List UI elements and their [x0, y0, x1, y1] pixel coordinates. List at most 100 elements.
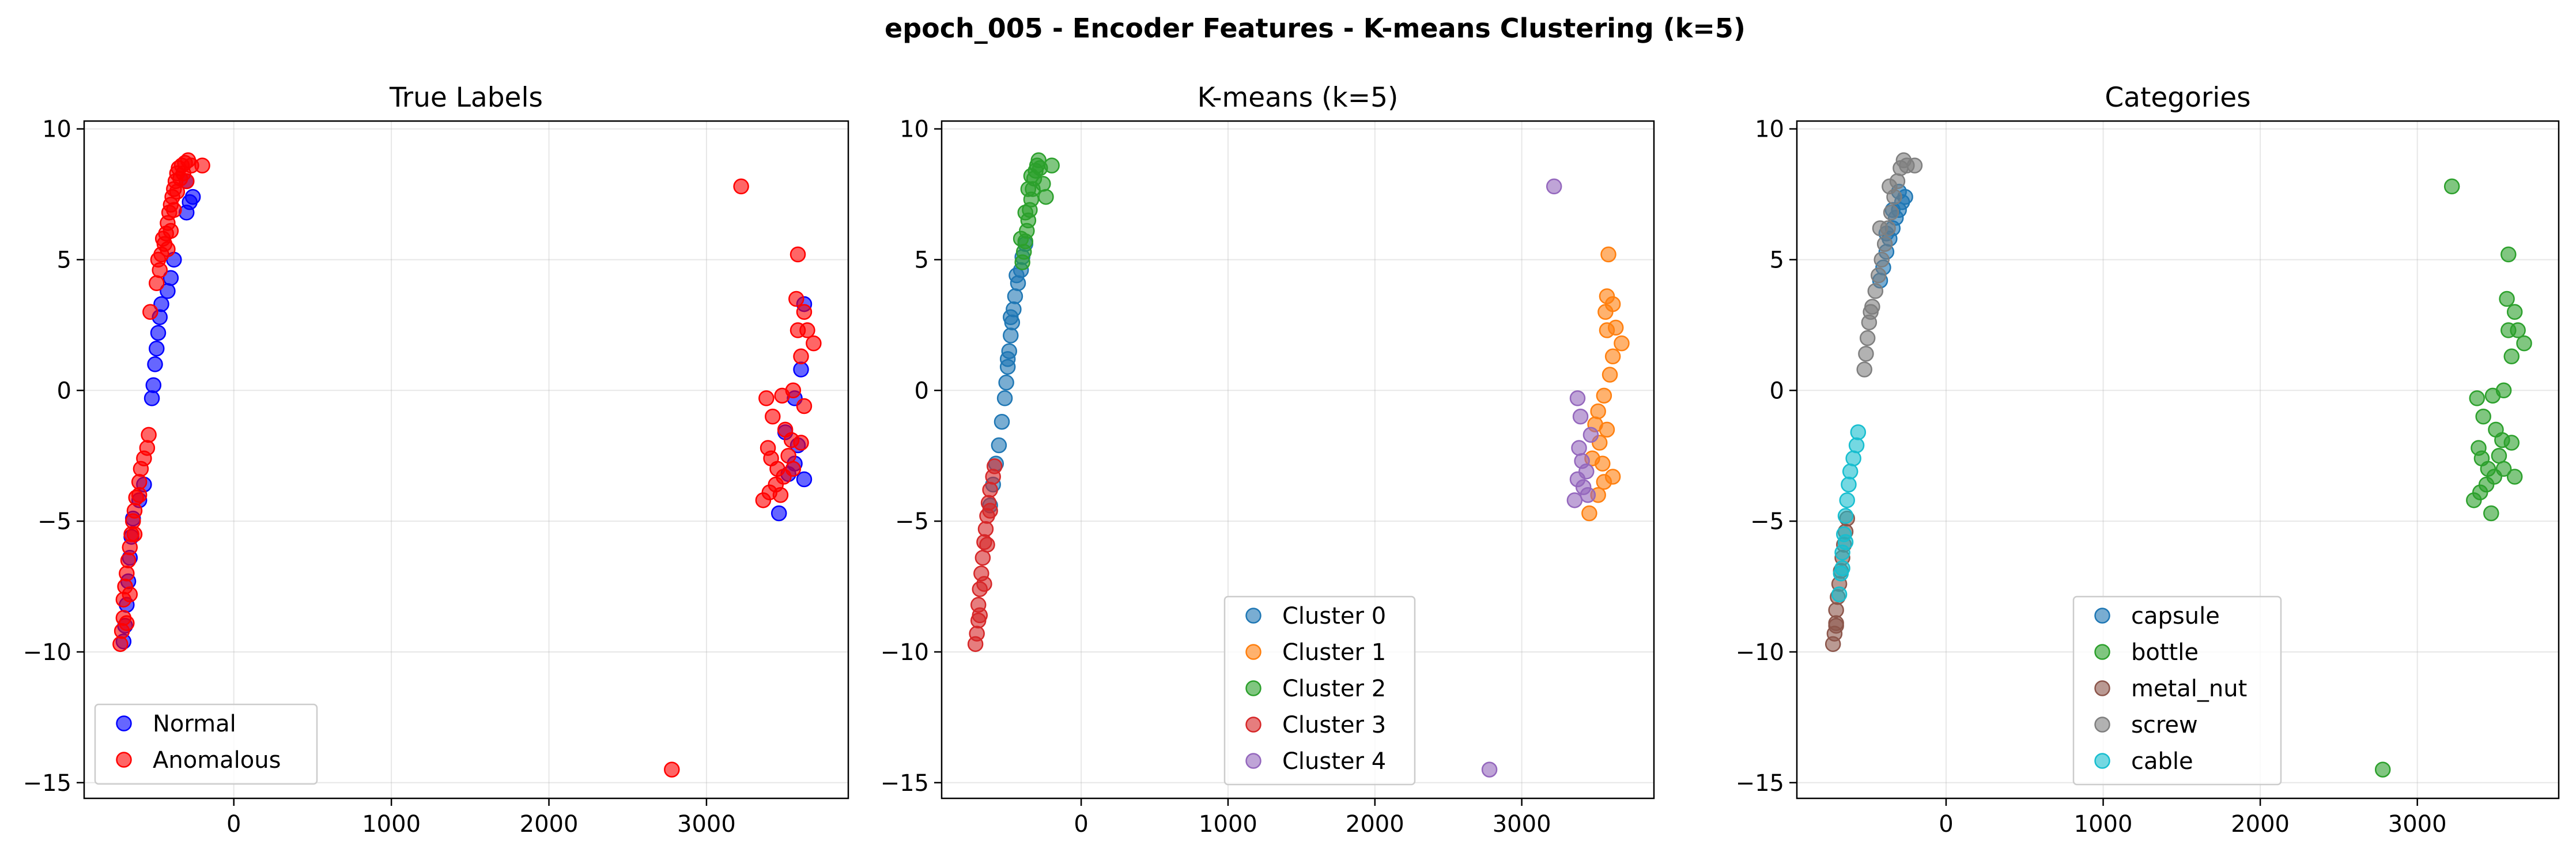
y-tick-label: −5	[895, 508, 929, 535]
data-point	[147, 356, 163, 372]
data-point	[1874, 251, 1890, 268]
legend-label: Cluster 4	[1282, 748, 1386, 775]
data-point	[2501, 246, 2517, 263]
data-point	[153, 296, 169, 312]
data-point	[1614, 335, 1630, 352]
data-point	[126, 526, 143, 542]
data-point	[1003, 327, 1019, 344]
data-point	[184, 188, 201, 205]
x-tick-label: 3000	[677, 811, 736, 838]
data-point	[972, 607, 988, 624]
data-point	[982, 503, 998, 519]
data-point	[2506, 469, 2523, 485]
data-point	[1848, 437, 1865, 454]
data-point	[1023, 168, 1040, 184]
y-tick-label: −15	[1736, 770, 1784, 797]
subplot-1: 0 1000 2000 3000 −15 −10 −5 0 5 10 True Labels Norm…	[23, 82, 849, 838]
data-point	[780, 447, 796, 464]
data-point	[1003, 309, 1019, 326]
data-point	[1906, 157, 1923, 174]
legend-label: screw	[2131, 712, 2198, 738]
data-point	[2443, 178, 2460, 195]
data-point	[793, 348, 809, 365]
data-point	[145, 377, 162, 393]
y-tick-label: −10	[23, 639, 71, 666]
data-point	[2484, 387, 2501, 404]
data-point	[142, 304, 158, 320]
data-point	[758, 390, 775, 406]
data-point	[2374, 761, 2391, 778]
series-cluster-1	[1581, 246, 1630, 522]
data-point	[664, 761, 680, 778]
data-point	[998, 374, 1014, 391]
x-tick-label: 2000	[2231, 811, 2290, 838]
legend-marker	[116, 715, 132, 731]
x-tick-label: 1000	[2074, 811, 2133, 838]
data-point	[1882, 178, 1898, 195]
data-point	[1828, 602, 1844, 619]
data-point	[178, 173, 195, 190]
data-point	[1607, 319, 1624, 336]
data-point	[149, 275, 165, 292]
legend: Normal Anomalous	[94, 703, 318, 785]
data-point	[1876, 236, 1893, 252]
data-point	[1600, 246, 1616, 263]
x-tick-label: 0	[1939, 811, 1953, 838]
data-point	[1839, 492, 1855, 508]
legend: Cluster 0 Cluster 1 Cluster 2 Cluster 3 Clus…	[1223, 595, 1416, 786]
y-tick-label: 10	[1755, 116, 1784, 143]
data-point	[119, 565, 135, 582]
x-tick-label: 0	[226, 811, 241, 838]
data-point	[1863, 304, 1879, 320]
data-point	[977, 521, 994, 537]
data-point	[991, 437, 1007, 454]
data-point	[1044, 157, 1060, 174]
data-point	[166, 202, 182, 218]
data-point	[788, 291, 804, 307]
legend-marker	[2094, 753, 2110, 769]
legend-label: Anomalous	[153, 747, 281, 774]
legend-marker	[1245, 608, 1261, 624]
data-point	[1883, 205, 1899, 221]
y-tick-label: 10	[900, 116, 929, 143]
subplot-title: K-means (k=5)	[1198, 82, 1399, 114]
x-tick-label: 2000	[520, 811, 579, 838]
x-tick-label: 2000	[1346, 811, 1404, 838]
y-tick-label: −10	[1736, 639, 1784, 666]
x-tick-label: 1000	[362, 811, 421, 838]
legend-label: Cluster 3	[1282, 712, 1386, 738]
legend-marker	[2094, 644, 2110, 660]
y-tick-label: 5	[915, 247, 929, 273]
legend-marker	[1245, 753, 1261, 769]
data-point	[982, 481, 998, 498]
x-tick-label: 1000	[1199, 811, 1257, 838]
legend-marker	[116, 752, 132, 768]
series-normal	[115, 173, 813, 650]
data-point	[150, 251, 167, 268]
scatter-points	[1825, 152, 2532, 778]
data-point	[1604, 348, 1621, 365]
data-point	[2491, 447, 2507, 464]
data-point	[163, 270, 179, 286]
data-point	[1569, 390, 1586, 406]
y-tick-label: −15	[881, 770, 929, 797]
data-point	[1595, 455, 1611, 472]
data-point	[1590, 403, 1606, 420]
data-point	[2499, 291, 2515, 307]
legend-marker	[2094, 680, 2110, 696]
subplot-title: Categories	[2105, 82, 2250, 114]
data-point	[2516, 335, 2532, 352]
y-tick-label: −10	[881, 639, 929, 666]
scatter-points	[112, 152, 822, 778]
figure-title: epoch_005 - Encoder Features - K-means C…	[885, 13, 1746, 44]
data-point	[2503, 435, 2520, 451]
y-tick-label: 0	[1770, 378, 1784, 404]
data-point	[2483, 505, 2499, 522]
data-point	[1831, 586, 1848, 602]
legend-label: Cluster 1	[1282, 639, 1386, 666]
series-cluster-2	[1013, 152, 1060, 270]
scatter-points	[967, 152, 1630, 778]
data-point	[755, 492, 772, 508]
